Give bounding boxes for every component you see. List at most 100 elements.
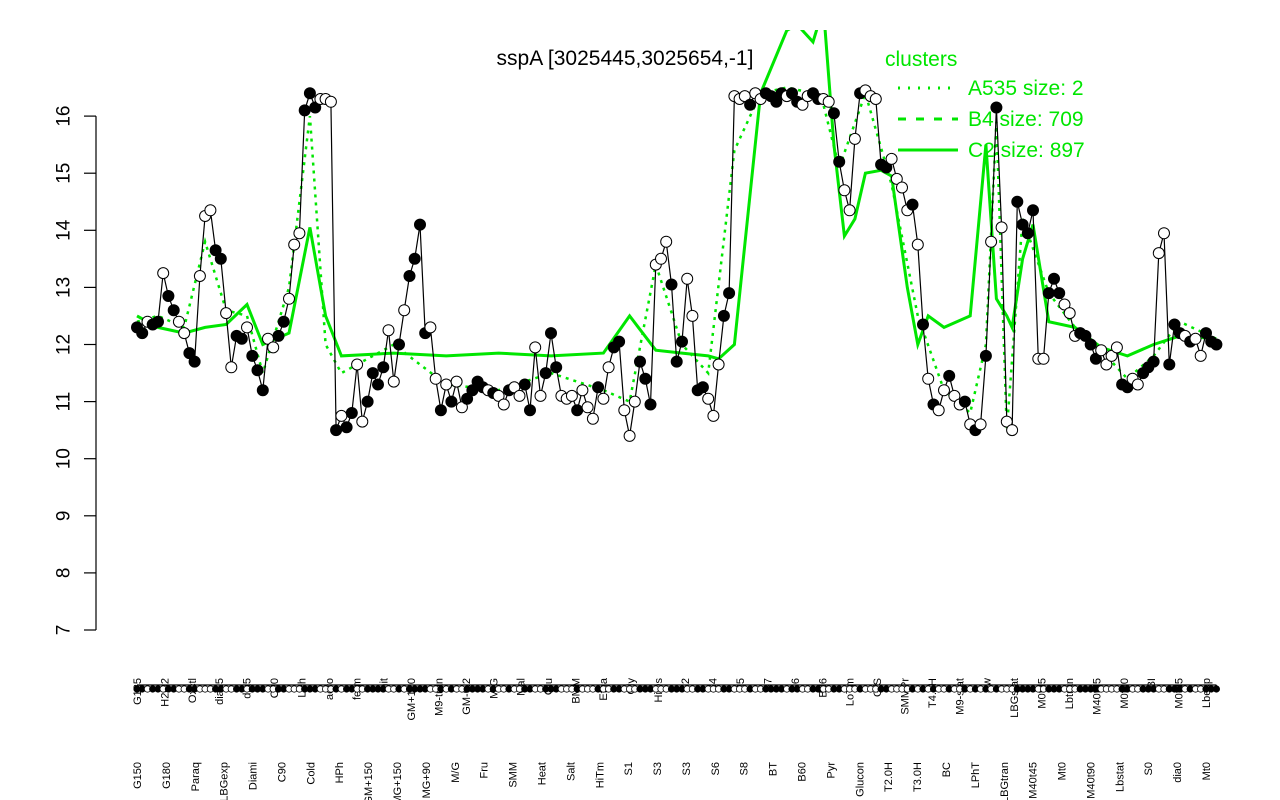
legend-label: A535 size: 2 (968, 77, 1084, 100)
y-tick-label: 12 (54, 334, 75, 355)
data-point (613, 335, 626, 348)
x-tick-label: S3 (681, 762, 693, 775)
data-point (393, 338, 405, 351)
y-axis: 7 8 9 10 11 12 13 14 15 16 (54, 106, 97, 635)
data-point (880, 161, 893, 174)
data-point (298, 104, 311, 117)
data-point (639, 372, 652, 385)
data-point (1063, 307, 1076, 320)
data-point (1053, 287, 1066, 300)
x-tick-label: MG+90 (421, 762, 433, 798)
x-tick-label: M9-stat (954, 678, 966, 715)
data-point (382, 324, 395, 337)
data-point (545, 327, 557, 340)
x-tick-label: HiTm (594, 762, 606, 788)
y-tick-label: 15 (54, 163, 75, 184)
data-point (634, 355, 646, 368)
y-tick-label: 10 (54, 448, 75, 469)
data-point (932, 404, 945, 417)
x-tick-label: M0t90 (1119, 678, 1131, 709)
data-point (204, 204, 217, 217)
data-point (398, 304, 411, 317)
data-point (288, 238, 301, 251)
data-point (670, 355, 683, 368)
data-point (1158, 227, 1170, 240)
data-point (1147, 355, 1160, 368)
x-tick-label: BI (1146, 678, 1158, 688)
x-tick-label: LPhT (970, 762, 982, 789)
x-tick-label: LBGstat (1009, 678, 1021, 718)
data-point (209, 244, 222, 257)
y-tick-label: 8 (54, 568, 75, 579)
x-tick-label: dia0 (1172, 762, 1184, 783)
x-tick-label: GM+120 (406, 678, 418, 721)
x-tick-label: B60 (797, 762, 809, 782)
data-point (335, 409, 348, 422)
x-tick-label: nit (379, 678, 391, 690)
cluster-line-1 (136, 30, 1217, 361)
data-point (571, 404, 584, 417)
series-points (131, 84, 1223, 442)
data-point (676, 335, 688, 348)
x-tick-label: S0 (1143, 762, 1155, 775)
data-point (702, 392, 715, 405)
data-point (665, 278, 678, 291)
x-tick-label: H2O2 (159, 678, 171, 707)
data-point (539, 367, 552, 380)
data-point (1163, 358, 1176, 371)
x-tick-label: T4.0H (927, 678, 939, 708)
data-point (188, 355, 201, 368)
data-point (827, 107, 840, 120)
data-point (786, 87, 798, 100)
data-point (340, 421, 353, 434)
data-point (550, 361, 563, 374)
data-point (1037, 352, 1050, 365)
legend: clusters A535 size: 2 B4 size: 709 C2 size… (885, 48, 1085, 162)
x-tick-label: G180 (161, 762, 173, 789)
data-point (1152, 247, 1165, 260)
data-point (387, 375, 400, 388)
data-point (440, 378, 453, 391)
data-point (938, 384, 950, 397)
x-tick-label: M40t45 (1028, 762, 1040, 799)
data-point (644, 398, 657, 411)
data-point (943, 369, 956, 382)
data-point (429, 372, 442, 385)
data-point (707, 409, 720, 422)
data-point (157, 267, 170, 280)
data-point (434, 404, 447, 417)
data-point (366, 367, 379, 380)
chart-title: sspA [3025445,3025654,-1] (497, 47, 754, 70)
legend-label: C2 size: 897 (968, 139, 1085, 162)
data-point (524, 404, 536, 417)
data-point (1200, 327, 1212, 340)
data-point (906, 198, 919, 211)
data-point (403, 270, 416, 282)
x-tick-label: GM-0.2 (461, 678, 473, 715)
data-point (922, 372, 935, 385)
data-point (1168, 318, 1181, 331)
data-point (822, 95, 835, 108)
data-point (1100, 358, 1113, 371)
x-tick-label: T2.0H (883, 762, 895, 792)
data-point (461, 392, 474, 405)
data-point (990, 101, 1003, 114)
data-point (345, 407, 358, 419)
data-point (712, 358, 725, 371)
x-tick-label: S8 (739, 762, 751, 775)
data-point (518, 378, 531, 391)
x-tick-label: Glucon (854, 762, 866, 797)
data-point (1194, 349, 1207, 362)
data-point (723, 287, 736, 300)
data-point (1131, 378, 1144, 391)
x-tick-label: Salt (565, 762, 577, 781)
data-point (1006, 424, 1019, 437)
data-point (455, 401, 468, 414)
rug-point (1212, 685, 1221, 693)
data-point (534, 389, 547, 402)
data-point (995, 221, 1008, 234)
x-tick-label: Lbexp (1201, 678, 1213, 708)
data-point (565, 389, 578, 402)
data-point (979, 349, 992, 362)
